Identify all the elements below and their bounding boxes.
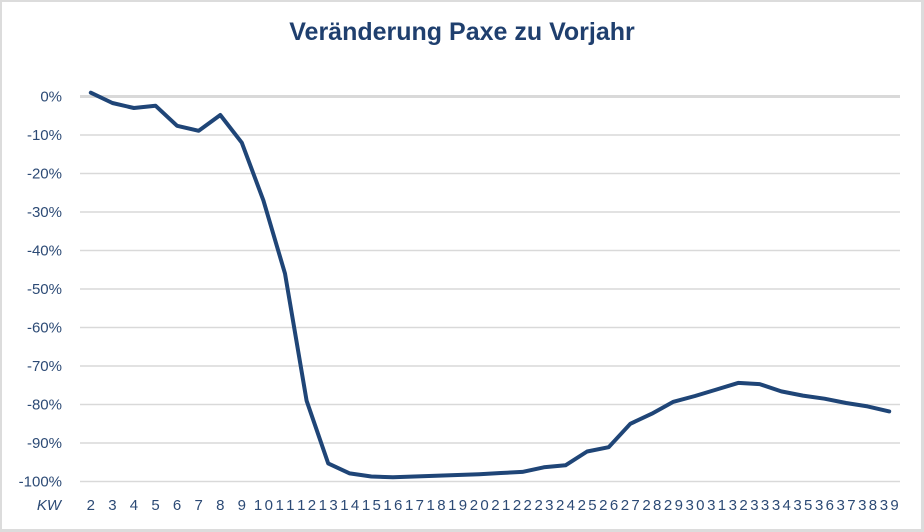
x-tick-label: 27 <box>621 497 640 514</box>
x-tick-label: 28 <box>642 497 661 514</box>
y-tick-label: -30% <box>27 204 62 221</box>
x-tick-label: 7 <box>195 497 203 514</box>
x-tick-label: 23 <box>534 497 553 514</box>
x-tick-label: 30 <box>686 497 705 514</box>
x-tick-label: 22 <box>513 497 532 514</box>
x-tick-label: 26 <box>599 497 618 514</box>
y-tick-label: -90% <box>27 435 62 452</box>
x-tick-label: 13 <box>319 497 338 514</box>
gridlines <box>80 95 900 483</box>
chart-title: Veränderung Paxe zu Vorjahr <box>289 18 635 46</box>
x-axis-labels: KW 2 3 4 5 6 7 8 9 10 11 12 13 14 15 16 17 18 19 20 21 22 23 2… <box>37 497 899 514</box>
x-tick-label: 20 <box>470 497 489 514</box>
y-tick-label: -40% <box>27 243 62 260</box>
x-tick-label: 31 <box>707 497 726 514</box>
x-tick-label: 14 <box>340 497 359 514</box>
x-tick-label: 10 <box>254 497 273 514</box>
y-tick-label: -50% <box>27 281 62 298</box>
x-tick-label: 33 <box>750 497 769 514</box>
x-tick-label: 16 <box>383 497 402 514</box>
x-tick-label: 35 <box>793 497 812 514</box>
x-tick-label: 11 <box>276 497 295 514</box>
y-tick-label: -20% <box>27 166 62 183</box>
x-tick-label: 38 <box>858 497 877 514</box>
x-tick-label: 24 <box>556 497 575 514</box>
x-tick-label: 17 <box>405 497 424 514</box>
x-tick-label: 37 <box>837 497 856 514</box>
y-tick-label: -80% <box>27 397 62 414</box>
x-tick-label: 4 <box>130 497 138 514</box>
y-tick-label: -100% <box>19 474 62 491</box>
x-tick-label: 29 <box>664 497 683 514</box>
x-tick-label: 15 <box>362 497 381 514</box>
x-tick-label: 18 <box>427 497 446 514</box>
x-tick-label: 32 <box>729 497 748 514</box>
x-tick-label: 25 <box>578 497 597 514</box>
y-tick-label: -70% <box>27 358 62 375</box>
x-tick-label: 9 <box>238 497 246 514</box>
x-tick-label: 36 <box>815 497 834 514</box>
y-tick-label: -60% <box>27 320 62 337</box>
x-tick-label: 39 <box>880 497 899 514</box>
x-tick-label: 12 <box>297 497 316 514</box>
x-tick-label: 6 <box>173 497 181 514</box>
x-tick-label: 8 <box>216 497 224 514</box>
x-tick-label: 5 <box>151 497 159 514</box>
x-tick-label: 19 <box>448 497 467 514</box>
y-axis-labels: 0% -10% -20% -30% -40% -50% -60% -70% -80% -90% -1… <box>19 89 62 491</box>
x-tick-label: 21 <box>491 497 510 514</box>
x-tick-label: 3 <box>108 497 116 514</box>
x-axis-title: KW <box>37 497 63 514</box>
data-line <box>88 90 892 480</box>
x-tick-label: 34 <box>772 497 791 514</box>
y-tick-label: 0% <box>40 89 62 106</box>
x-tick-label: 2 <box>87 497 95 514</box>
y-tick-label: -10% <box>27 127 62 144</box>
